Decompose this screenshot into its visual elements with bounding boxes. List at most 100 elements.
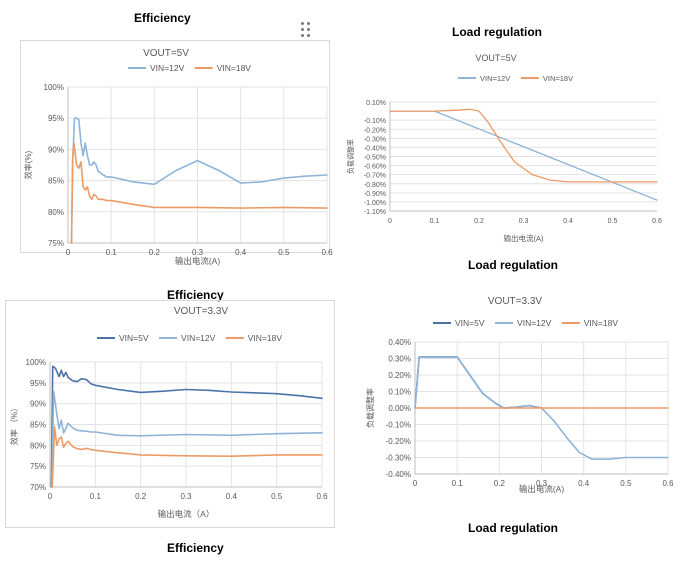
legend-label: VIN=18V bbox=[584, 318, 619, 328]
y-tick-label: 85% bbox=[48, 177, 64, 186]
heading-efficiency-mid: Efficiency bbox=[167, 288, 224, 302]
x-tick-label: 0 bbox=[66, 248, 71, 257]
legend-label: VIN=5V bbox=[119, 333, 149, 343]
heading-load-regulation-mid: Load regulation bbox=[468, 258, 558, 272]
y-tick-label: -0.20% bbox=[364, 127, 386, 134]
legend-label: VIN=12V bbox=[181, 333, 216, 343]
x-tick-label: 0.4 bbox=[235, 248, 247, 257]
x-tick-label: 0.4 bbox=[563, 218, 573, 225]
chart-title: VOUT=5V bbox=[475, 53, 516, 63]
y-tick-label: 0.10% bbox=[388, 388, 411, 397]
y-tick-label: 0.40% bbox=[388, 338, 411, 347]
series-line-vin-18v bbox=[51, 425, 323, 488]
y-tick-label: 0.20% bbox=[388, 371, 411, 380]
efficiency-chart-vout-3-3v: VOUT=3.3V VIN=5V VIN=12V VIN=18V 70% 75% 80% 85… bbox=[5, 300, 335, 528]
load-regulation-chart-vout-5v: VOUT=5V VIN=12V VIN=18V 0.10% -0.10% -0.20% -0… bbox=[346, 53, 662, 243]
chart-title: VOUT=5V bbox=[143, 48, 189, 59]
heading-efficiency-bottom: Efficiency bbox=[167, 541, 224, 555]
x-tick-label: 0.4 bbox=[578, 479, 590, 488]
series-line-vin-12v bbox=[51, 390, 323, 488]
y-tick-label: -0.20% bbox=[386, 437, 411, 446]
y-tick-label: 80% bbox=[30, 441, 46, 450]
x-tick-label: 0.2 bbox=[135, 492, 147, 501]
legend-label: VIN=18V bbox=[543, 74, 573, 83]
legend-label: VIN=12V bbox=[517, 318, 552, 328]
y-tick-label: 75% bbox=[30, 462, 46, 471]
y-tick-label: 0.30% bbox=[388, 355, 411, 364]
x-tick-label: 0 bbox=[48, 492, 53, 501]
y-tick-label: -0.30% bbox=[386, 454, 411, 463]
legend-label: VIN=18V bbox=[217, 63, 252, 73]
x-tick-label: 0.5 bbox=[271, 492, 283, 501]
x-tick-label: 0.4 bbox=[226, 492, 238, 501]
y-tick-label: -0.50% bbox=[364, 155, 386, 162]
legend-label: VIN=12V bbox=[480, 74, 510, 83]
series-line-vin-18v bbox=[70, 142, 328, 244]
x-axis-label: 输出电流(A) bbox=[504, 233, 544, 243]
chart-frame bbox=[5, 300, 335, 528]
y-tick-label: 85% bbox=[30, 421, 46, 430]
y-tick-label: -0.90% bbox=[364, 191, 386, 198]
heading-load-regulation-top: Load regulation bbox=[452, 25, 542, 39]
efficiency-chart-vout-5v: VOUT=5V VIN=12V VIN=18V 75% 80% 85% 90% 95% 100%… bbox=[20, 40, 333, 266]
chart-legend: VIN=12V VIN=18V bbox=[128, 63, 251, 73]
y-axis-label: 效率(%) bbox=[23, 150, 33, 179]
series-line-vin-5v bbox=[414, 356, 543, 409]
y-tick-label: -0.60% bbox=[364, 164, 386, 171]
load-regulation-chart-vout-3-3v: VOUT=3.3V VIN=5V VIN=12V VIN=18V 0.40% 0.30% 0… bbox=[365, 296, 674, 494]
x-tick-label: 0 bbox=[388, 218, 392, 225]
x-tick-label: 0.5 bbox=[278, 248, 290, 257]
series-line-vin-5v bbox=[50, 365, 323, 488]
heading-load-regulation-bottom: Load regulation bbox=[468, 521, 558, 535]
chart-title: VOUT=3.3V bbox=[174, 306, 229, 317]
y-tick-label: 75% bbox=[48, 239, 64, 248]
y-tick-label: 0.00% bbox=[388, 404, 411, 413]
series-line-vin-12v bbox=[70, 117, 328, 244]
x-tick-label: 0.3 bbox=[192, 248, 204, 257]
y-axis-label: 效率 （%） bbox=[9, 404, 19, 445]
x-tick-label: 0.1 bbox=[106, 248, 118, 257]
y-axis-label: 负载调整率 bbox=[346, 139, 355, 174]
y-tick-label: 0.10% bbox=[366, 100, 386, 107]
x-tick-label: 0.1 bbox=[452, 479, 464, 488]
chart-legend: VIN=5V VIN=12V VIN=18V bbox=[97, 333, 282, 343]
x-tick-label: 0.1 bbox=[90, 492, 102, 501]
chart-legend: VIN=5V VIN=12V VIN=18V bbox=[433, 318, 618, 328]
y-tick-label: 80% bbox=[48, 208, 64, 217]
y-tick-label: -0.40% bbox=[364, 145, 386, 152]
y-tick-label: 90% bbox=[48, 145, 64, 154]
x-tick-label: 0.6 bbox=[652, 218, 662, 225]
y-tick-label: 95% bbox=[48, 114, 64, 123]
series-line-vin-12v bbox=[389, 110, 658, 201]
series-line-vin-18v bbox=[389, 108, 658, 183]
legend-label: VIN=12V bbox=[150, 63, 185, 73]
y-tick-label: -1.10% bbox=[364, 209, 386, 216]
y-axis-label: 负载调整率 bbox=[365, 388, 375, 428]
x-tick-label: 0.2 bbox=[474, 218, 484, 225]
series-line-vin-12v bbox=[414, 356, 669, 460]
y-tick-label: -0.80% bbox=[364, 182, 386, 189]
y-tick-label: -0.40% bbox=[386, 470, 411, 479]
y-tick-label: 90% bbox=[30, 400, 46, 409]
y-tick-label: 100% bbox=[26, 358, 46, 367]
chart-legend: VIN=12V VIN=18V bbox=[458, 74, 573, 83]
x-axis-label: 输出电流（A） bbox=[158, 509, 215, 519]
x-tick-label: 0.6 bbox=[321, 248, 333, 257]
y-tick-label: -0.30% bbox=[364, 136, 386, 143]
x-tick-label: 0.6 bbox=[316, 492, 328, 501]
y-tick-label: -0.70% bbox=[364, 173, 386, 180]
drag-handle-icon[interactable] bbox=[301, 22, 311, 38]
x-tick-label: 0.2 bbox=[149, 248, 161, 257]
x-tick-label: 0.1 bbox=[430, 218, 440, 225]
y-tick-label: 100% bbox=[44, 83, 64, 92]
legend-label: VIN=5V bbox=[455, 318, 485, 328]
x-tick-label: 0.3 bbox=[180, 492, 192, 501]
y-tick-label: 95% bbox=[30, 379, 46, 388]
x-tick-label: 0 bbox=[413, 479, 418, 488]
x-tick-label: 0.6 bbox=[662, 479, 674, 488]
heading-efficiency-top: Efficiency bbox=[134, 11, 191, 25]
legend-label: VIN=18V bbox=[248, 333, 283, 343]
x-tick-label: 0.3 bbox=[519, 218, 529, 225]
x-tick-label: 0.3 bbox=[536, 479, 548, 488]
chart-title: VOUT=3.3V bbox=[488, 296, 543, 307]
